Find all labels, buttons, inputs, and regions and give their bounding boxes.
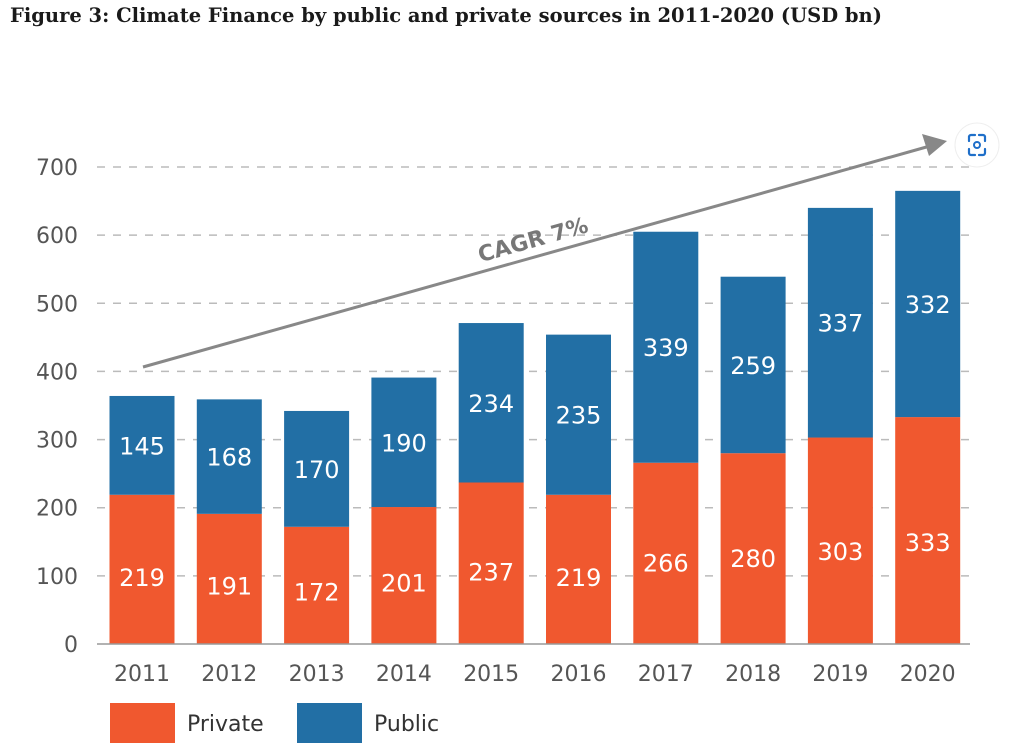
y-tick-label: 100 xyxy=(36,565,78,590)
data-label: 332 xyxy=(905,291,951,319)
data-label: 339 xyxy=(643,334,689,362)
y-tick-label: 300 xyxy=(36,429,78,454)
data-label: 191 xyxy=(206,572,252,600)
data-label: 303 xyxy=(817,538,863,566)
cagr-annotation: CAGR 7% xyxy=(475,213,591,268)
data-label: 168 xyxy=(206,444,252,472)
y-tick-label: 200 xyxy=(36,497,78,522)
scan-button xyxy=(955,123,999,167)
y-tick-label: 600 xyxy=(36,224,78,249)
data-label: 219 xyxy=(556,564,602,592)
data-label: 190 xyxy=(381,429,427,457)
data-label: 333 xyxy=(905,529,951,557)
legend-label: Public xyxy=(374,712,439,737)
x-tick-label: 2016 xyxy=(551,662,607,687)
data-label: 266 xyxy=(643,549,689,577)
data-label: 337 xyxy=(817,310,863,338)
legend-label: Private xyxy=(187,712,264,737)
data-label: 259 xyxy=(730,352,776,380)
y-tick-label: 700 xyxy=(36,156,78,181)
legend-swatch-private xyxy=(110,703,175,743)
data-label: 170 xyxy=(294,456,340,484)
data-label: 172 xyxy=(294,578,340,606)
y-tick-label: 400 xyxy=(36,360,78,385)
data-label: 145 xyxy=(119,432,165,460)
x-tick-label: 2013 xyxy=(289,662,345,687)
x-tick-label: 2012 xyxy=(201,662,257,687)
data-label: 234 xyxy=(468,390,514,418)
y-tick-label: 0 xyxy=(64,633,78,658)
data-label: 235 xyxy=(556,402,602,430)
data-label: 237 xyxy=(468,558,514,586)
x-tick-label: 2019 xyxy=(812,662,868,687)
x-tick-label: 2020 xyxy=(900,662,956,687)
data-label: 219 xyxy=(119,564,165,592)
x-tick-label: 2011 xyxy=(114,662,170,687)
x-tick-label: 2015 xyxy=(463,662,519,687)
arrow-head-icon xyxy=(922,134,947,156)
data-label: 280 xyxy=(730,545,776,573)
legend-swatch-public xyxy=(297,703,362,743)
x-tick-label: 2014 xyxy=(376,662,432,687)
y-tick-label: 500 xyxy=(36,292,78,317)
x-tick-label: 2017 xyxy=(638,662,694,687)
data-label: 201 xyxy=(381,569,427,597)
x-tick-label: 2018 xyxy=(725,662,781,687)
